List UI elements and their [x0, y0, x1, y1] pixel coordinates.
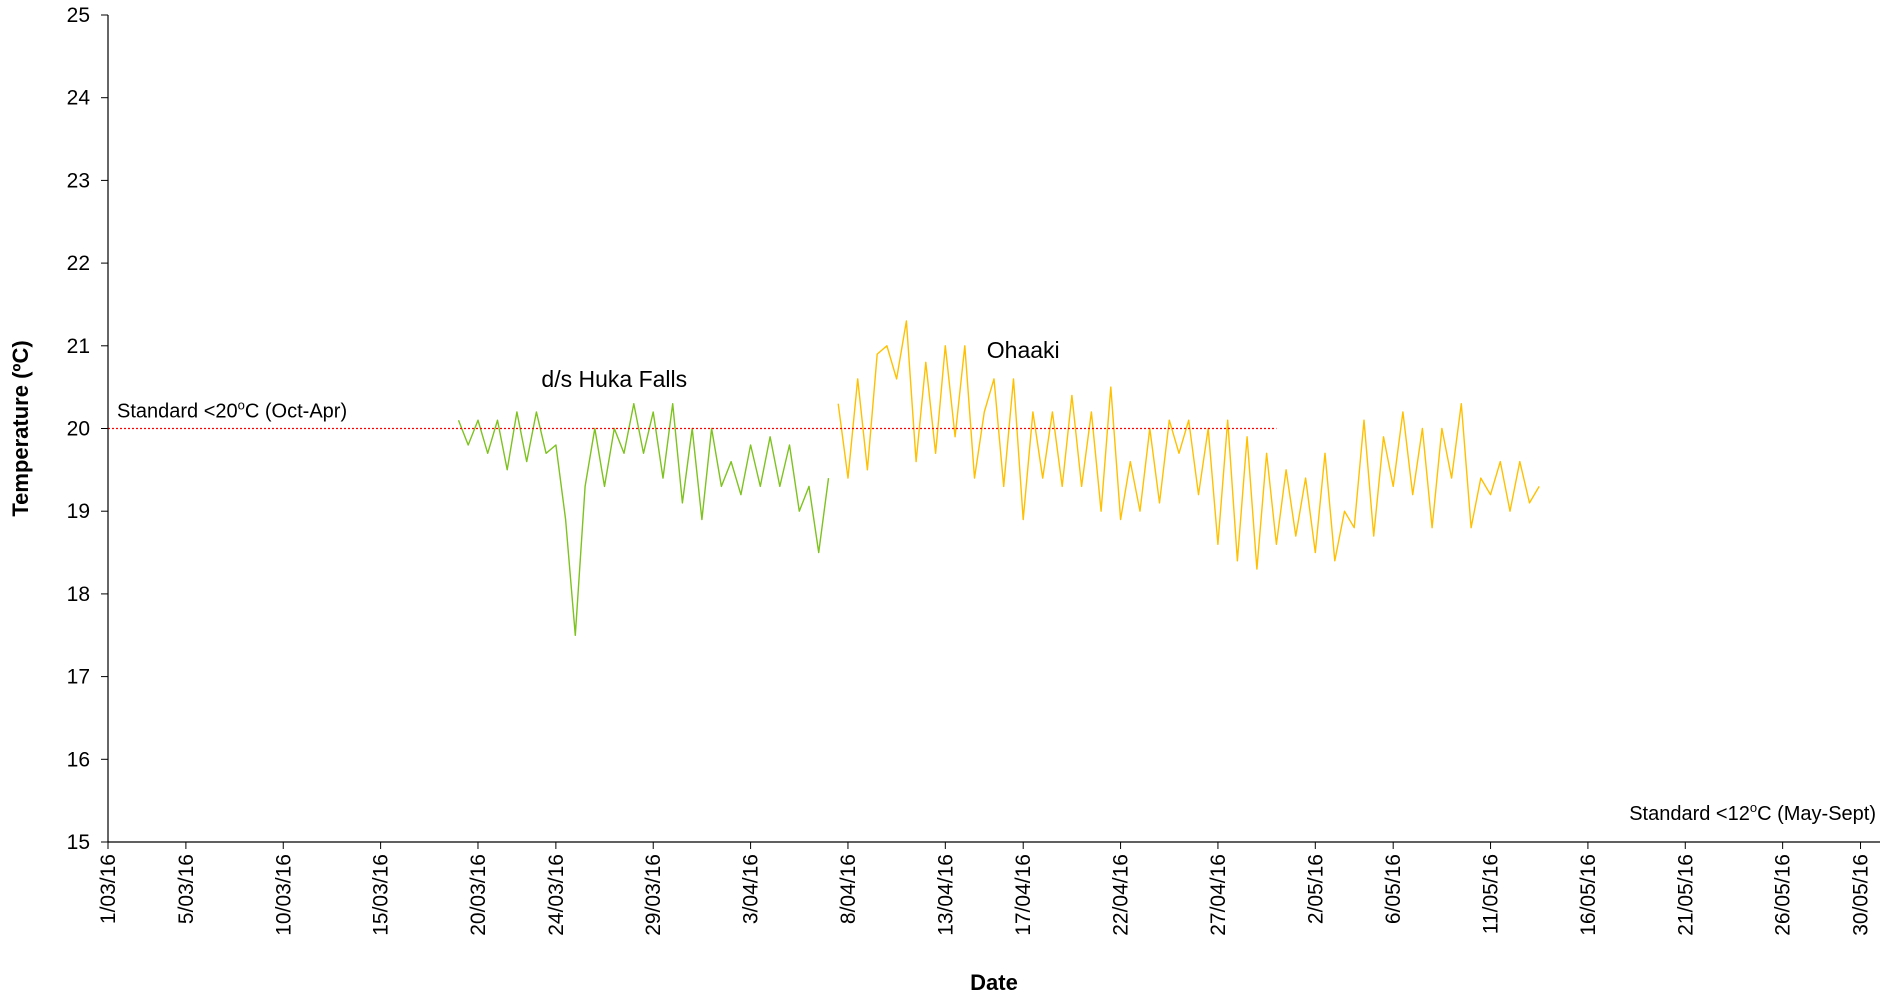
y-tick-label-15: 15 — [67, 831, 90, 854]
standard-may-sept-sup: o — [1750, 800, 1757, 815]
x-tick-label-4: 20/03/16 — [467, 854, 490, 936]
y-tick-label-17: 17 — [67, 666, 90, 689]
x-tick-label-1: 5/03/16 — [175, 854, 198, 924]
x-tick-label-11: 22/04/16 — [1110, 854, 1133, 936]
standard-may-sept-prefix: Standard <12 — [1629, 803, 1750, 825]
x-axis-title: Date — [970, 970, 1018, 995]
annotation-huka-falls: d/s Huka Falls — [541, 366, 687, 392]
standard-label-may-sept: Standard <12oC (May-Sept) — [1629, 800, 1876, 825]
x-tick-label-15: 11/05/16 — [1480, 854, 1503, 934]
x-tick-label-13: 2/05/16 — [1304, 854, 1327, 924]
y-tick-label-19: 19 — [67, 500, 90, 523]
standard-may-sept-suffix: C (May-Sept) — [1757, 803, 1876, 825]
y-tick-label-20: 20 — [67, 418, 90, 441]
y-tick-label-23: 23 — [67, 169, 90, 192]
x-tick-label-3: 15/03/16 — [370, 854, 393, 936]
x-tick-label-7: 3/04/16 — [740, 854, 763, 924]
y-tick-label-18: 18 — [67, 583, 90, 606]
y-tick-label-21: 21 — [67, 335, 90, 358]
series-huka-falls-line — [457, 403, 830, 636]
x-tick-label-19: 30/05/16 — [1850, 854, 1873, 936]
x-tick-label-16: 16/05/16 — [1577, 854, 1600, 936]
x-tick-label-18: 26/05/16 — [1772, 854, 1795, 936]
x-tick-label-6: 29/03/16 — [642, 854, 665, 936]
y-tick-label-16: 16 — [67, 748, 90, 771]
standard-oct-apr-suffix: C (Oct-Apr) — [245, 401, 347, 423]
y-axis-title: Temperature (ºC) — [8, 340, 33, 516]
x-tick-label-2: 10/03/16 — [272, 854, 295, 936]
annotation-ohaaki: Ohaaki — [987, 337, 1060, 363]
y-tick-label-24: 24 — [67, 87, 91, 110]
x-tick-label-0: 1/03/16 — [97, 854, 120, 924]
x-tick-label-8: 8/04/16 — [837, 854, 860, 924]
x-tick-label-14: 6/05/16 — [1382, 854, 1405, 924]
x-tick-label-17: 21/05/16 — [1674, 854, 1697, 936]
y-tick-label-22: 22 — [67, 252, 90, 275]
y-tick-label-25: 25 — [67, 4, 90, 27]
x-tick-label-5: 24/03/16 — [545, 854, 568, 936]
x-tick-label-12: 27/04/16 — [1207, 854, 1230, 936]
standard-label-oct-apr: Standard <20oC (Oct-Apr) — [117, 398, 347, 423]
axes-layer: 15 16 17 18 19 20 21 22 23 24 25 1/03/16 5/03/16 10/0… — [67, 4, 1880, 936]
standard-oct-apr-prefix: Standard <20 — [117, 401, 238, 423]
x-tick-label-10: 17/04/16 — [1012, 854, 1035, 936]
series-layer — [108, 320, 1540, 636]
series-ohaaki-line — [837, 320, 1540, 570]
standard-oct-apr-sup: o — [238, 398, 245, 413]
x-tick-label-9: 13/04/16 — [934, 854, 957, 936]
